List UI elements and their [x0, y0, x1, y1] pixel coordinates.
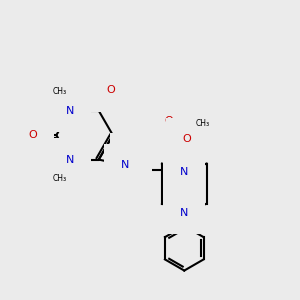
Text: O: O [106, 85, 115, 95]
Text: N: N [66, 106, 75, 116]
Text: O: O [28, 130, 37, 140]
Text: N: N [180, 208, 188, 218]
Text: N: N [127, 150, 135, 160]
Text: N: N [66, 154, 75, 165]
Text: CH₃: CH₃ [52, 174, 66, 183]
Text: O: O [182, 134, 191, 144]
Text: CH₃: CH₃ [195, 119, 209, 128]
Text: N: N [121, 160, 129, 170]
Text: CH₃: CH₃ [52, 87, 66, 96]
Text: O: O [164, 116, 173, 127]
Text: N: N [180, 167, 188, 178]
